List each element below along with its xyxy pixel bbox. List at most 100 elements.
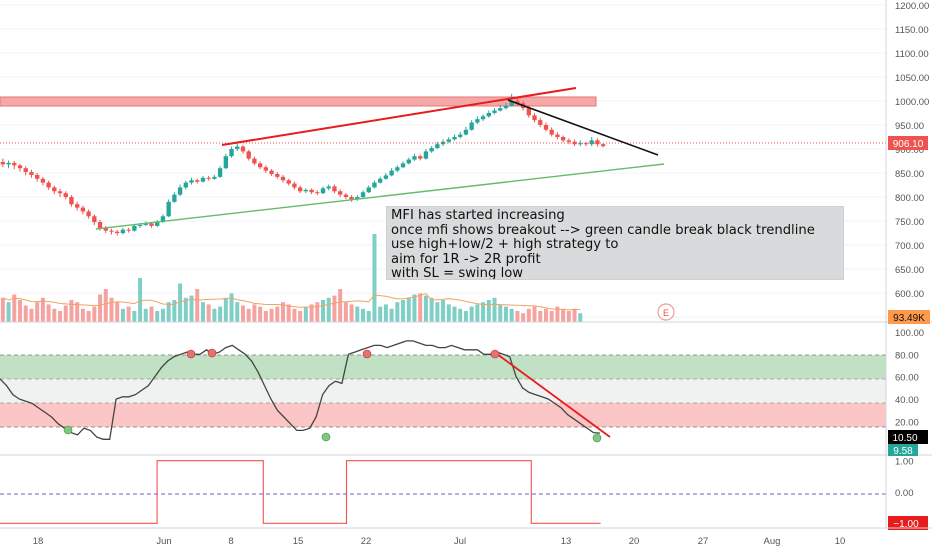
candle-body bbox=[240, 146, 246, 152]
volume-bar bbox=[6, 302, 11, 322]
oscillator-pane[interactable] bbox=[0, 340, 886, 443]
oscillator-axis[interactable]: 100.00 80.00 60.00 40.00 20.00 bbox=[895, 328, 924, 428]
annotation-line-5: with SL = swing low bbox=[391, 266, 524, 280]
annotation-line-4: aim for 1R -> 2R profit bbox=[391, 251, 541, 267]
annotation-line-3: use high+low/2 + high strategy to bbox=[391, 237, 619, 253]
candle-body bbox=[412, 156, 417, 160]
annotation-line-1: MFI has started increasing bbox=[391, 208, 565, 223]
candle-body bbox=[435, 144, 440, 149]
volume-bar bbox=[406, 297, 411, 322]
candle-body bbox=[195, 180, 200, 182]
candle-body bbox=[429, 148, 434, 152]
volume-bar bbox=[555, 306, 560, 322]
volume-bar bbox=[338, 289, 343, 322]
earnings-event-marker[interactable] bbox=[657, 303, 675, 321]
trough-marker bbox=[321, 432, 331, 442]
candle-body bbox=[560, 136, 566, 141]
annotation-note[interactable]: MFI has started increasing once mfi show… bbox=[386, 206, 844, 280]
volume-bar bbox=[332, 295, 337, 322]
time-axis[interactable]: 18 Jun 8 15 22 Jul 13 20 27 Aug 10 bbox=[33, 536, 846, 547]
volume-value-label: 93.49K bbox=[888, 310, 930, 324]
volume-bar bbox=[246, 308, 251, 322]
volume-bar bbox=[343, 302, 348, 322]
volume-bar bbox=[218, 306, 223, 322]
volume-bar bbox=[321, 300, 326, 322]
volume-bar bbox=[120, 308, 125, 322]
volume-bar bbox=[303, 306, 308, 322]
candle-body bbox=[395, 167, 400, 171]
volume-bar bbox=[183, 297, 188, 322]
price-tick-label: 800.00 bbox=[895, 193, 924, 204]
volume-bar bbox=[269, 308, 274, 322]
oscillator-tick-label: 40.00 bbox=[895, 395, 919, 406]
candle-body bbox=[423, 151, 429, 159]
price-tick-label: 950.00 bbox=[895, 121, 924, 132]
time-tick-label: 27 bbox=[698, 536, 709, 547]
volume-bar bbox=[35, 302, 40, 322]
volume-bar bbox=[286, 304, 291, 322]
candle-body bbox=[132, 225, 137, 231]
oscillator-trendline[interactable] bbox=[496, 353, 611, 438]
volume-bar bbox=[52, 308, 57, 322]
volume-bar bbox=[355, 306, 360, 322]
candle-body bbox=[595, 140, 600, 145]
candle-body bbox=[280, 176, 286, 181]
volume-bar bbox=[389, 308, 394, 322]
candle-body bbox=[149, 223, 154, 226]
volume-bar bbox=[229, 293, 234, 322]
candle-body bbox=[543, 124, 549, 130]
volume-bar bbox=[98, 294, 103, 322]
price-tick-label: 650.00 bbox=[895, 265, 924, 276]
peak-marker bbox=[490, 349, 500, 359]
time-tick-label: 18 bbox=[33, 536, 44, 547]
peak-marker bbox=[186, 349, 196, 359]
signal-value-text: −1.00 bbox=[893, 519, 919, 530]
candle-body bbox=[440, 141, 446, 145]
candle-body bbox=[366, 187, 371, 193]
price-tick-label: 750.00 bbox=[895, 217, 924, 228]
signal-axis[interactable]: 1.00 0.00 bbox=[895, 457, 914, 499]
volume-bar bbox=[526, 308, 531, 322]
candle-body bbox=[320, 188, 326, 194]
volume-bar bbox=[172, 300, 177, 322]
candle-body bbox=[452, 136, 457, 140]
upper-trendline[interactable] bbox=[221, 87, 577, 146]
candle-body bbox=[400, 163, 406, 168]
candle-body bbox=[223, 156, 228, 169]
candle-body bbox=[34, 174, 40, 179]
volume-bar bbox=[86, 311, 91, 322]
signal-line[interactable] bbox=[0, 460, 601, 524]
support-trendline[interactable] bbox=[95, 163, 665, 230]
candle-body bbox=[492, 110, 497, 113]
volume-bar bbox=[538, 311, 543, 322]
oscillator-tick-label: 60.00 bbox=[895, 373, 919, 384]
candle-body bbox=[86, 211, 91, 217]
volume-bar bbox=[292, 308, 297, 322]
volume-bar bbox=[75, 302, 80, 322]
volume-bar bbox=[441, 300, 446, 322]
oscillator-line[interactable] bbox=[0, 340, 601, 440]
candle-body bbox=[600, 144, 606, 147]
candle-body bbox=[418, 156, 423, 159]
descending-trendline[interactable] bbox=[507, 99, 659, 156]
volume-bar bbox=[561, 308, 566, 322]
candle-body bbox=[469, 122, 474, 130]
price-tick-label: 850.00 bbox=[895, 169, 924, 180]
candle-body bbox=[23, 168, 28, 173]
volume-bar bbox=[378, 306, 383, 322]
volume-bar bbox=[578, 313, 583, 322]
last-price-label: 906.10 bbox=[888, 136, 928, 150]
last-price-text: 906.10 bbox=[893, 139, 924, 150]
resistance-zone[interactable] bbox=[0, 96, 597, 107]
candle-body bbox=[309, 189, 314, 193]
price-axis[interactable]: 1200.00 1150.00 1100.00 1050.00 1000.00 950.0… bbox=[895, 1, 929, 324]
price-tick-label: 1200.00 bbox=[895, 1, 929, 12]
candle-body bbox=[463, 129, 469, 135]
volume-bar bbox=[69, 300, 74, 322]
candle-body bbox=[29, 172, 34, 175]
volume-bar bbox=[509, 308, 514, 322]
signal-pane[interactable] bbox=[0, 460, 886, 524]
annotation-line-2: once mfi shows breakout --> green candle… bbox=[391, 222, 815, 238]
volume-bar bbox=[503, 306, 508, 322]
volume-bars bbox=[0, 234, 583, 322]
